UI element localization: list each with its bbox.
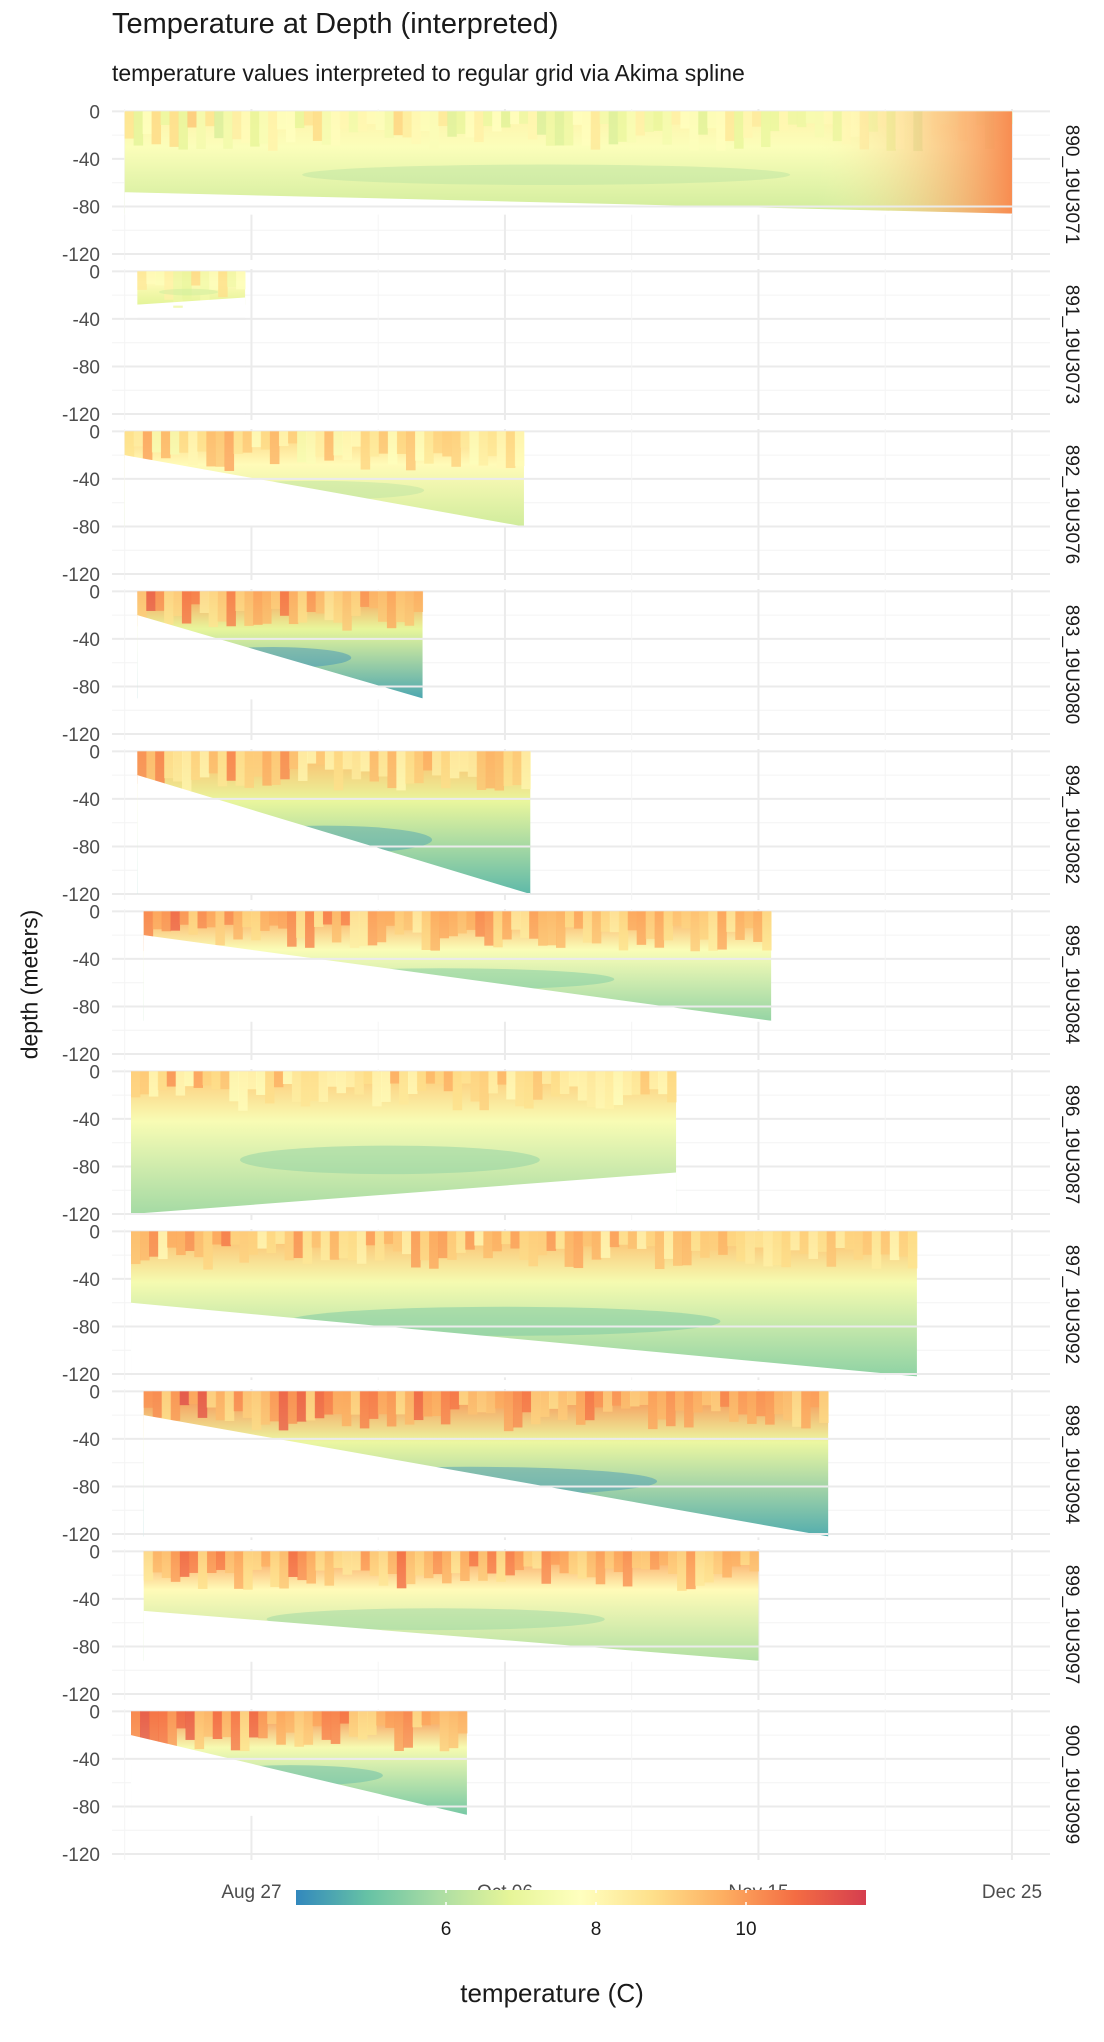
y-tick-label: -80 [73,1637,100,1658]
y-tick-label: -120 [62,885,100,906]
y-axis-label: depth (meters) [16,909,43,1060]
colorbar [296,1890,866,1905]
y-tick-label: -120 [62,1205,100,1226]
y-tick-label: -80 [73,1317,100,1338]
y-tick-label: 0 [89,902,100,923]
y-tick-label: 0 [89,1382,100,1403]
facet-strip-label: 893_19U3080 [1061,605,1082,724]
y-tick-label: 0 [89,1542,100,1563]
y-tick-label: -120 [62,405,100,426]
y-tick-label: -80 [73,837,100,858]
y-tick-label: -80 [73,517,100,538]
y-tick-label: -80 [73,1797,100,1818]
y-tick-label: -40 [73,790,100,811]
y-tick-label: -120 [62,245,100,266]
legend-tick-label: 8 [591,1919,602,1940]
legend-tick-label: 6 [441,1919,452,1940]
y-tick-label: 0 [89,1062,100,1083]
y-tick-label: -120 [62,1845,100,1866]
facet-strip-label: 890_19U3071 [1061,125,1082,244]
panel-897_19U3092: 0 -40 -80 -120 897_19U3092 [62,1222,1082,1386]
panel-896_19U3087: 0 -40 -80 -120 896_19U3087 [62,1062,1082,1226]
facet-strip-label: 892_19U3076 [1061,445,1082,564]
facet-strip-label: 895_19U3084 [1061,925,1082,1045]
y-tick-label: -40 [73,150,100,171]
y-tick-label: -80 [73,197,100,218]
y-tick-label: -40 [73,1110,100,1131]
y-tick-label: -80 [73,1157,100,1178]
legend-tick-label: 10 [735,1919,756,1940]
panel-900_19U3099: 0 -40 -80 -120 900_19U3099 [62,1702,1082,1866]
y-tick-label: -80 [73,997,100,1018]
panel-893_19U3080: 0 -40 -80 -120 893_19U3080 [62,582,1082,746]
y-tick-label: -120 [62,565,100,586]
y-tick-label: -80 [73,357,100,378]
y-tick-label: 0 [89,1702,100,1723]
legend-title: temperature (C) [460,1978,644,2008]
chart-title: Temperature at Depth (interpreted) [112,8,559,40]
y-tick-label: 0 [89,262,100,283]
y-tick-label: 0 [89,102,100,123]
y-tick-label: 0 [89,422,100,443]
panel-890_19U3071: 0 -40 -80 -120 890_19U3071 [62,102,1082,266]
facet-strip-label: 891_19U3073 [1061,285,1082,404]
y-tick-label: -40 [73,630,100,651]
y-tick-label: -40 [73,470,100,491]
y-tick-label: -120 [62,1685,100,1706]
y-tick-label: -120 [62,1045,100,1066]
facet-strip-label: 900_19U3099 [1061,1725,1082,1844]
y-tick-label: -40 [73,310,100,331]
y-tick-label: -40 [73,1750,100,1771]
y-tick-label: -120 [62,1365,100,1386]
panel-891_19U3073: 0 -40 -80 -120 891_19U3073 [62,262,1082,426]
y-tick-label: -80 [73,677,100,698]
y-tick-label: -40 [73,1430,100,1451]
panel-892_19U3076: 0 -40 -80 -120 892_19U3076 [62,422,1082,586]
y-tick-label: -40 [73,1270,100,1291]
facet-strip-label: 897_19U3092 [1061,1245,1082,1364]
y-tick-label: 0 [89,1222,100,1243]
panel-898_19U3094: 0 -40 -80 -120 898_19U3094 [62,1382,1082,1546]
facet-strip-label: 899_19U3097 [1061,1565,1082,1684]
y-tick-label: -120 [62,1525,100,1546]
y-tick-label: -40 [73,1590,100,1611]
facet-strip-label: 898_19U3094 [1061,1405,1082,1525]
y-tick-label: -120 [62,725,100,746]
y-tick-label: 0 [89,582,100,603]
chart-subtitle: temperature values interpreted to regula… [112,60,745,86]
panel-895_19U3084: 0 -40 -80 -120 895_19U3084 [62,902,1082,1066]
facet-strip-label: 894_19U3082 [1061,765,1082,884]
y-tick-label: -40 [73,950,100,971]
facet-strip-label: 896_19U3087 [1061,1085,1082,1204]
panel-894_19U3082: 0 -40 -80 -120 894_19U3082 [62,742,1082,906]
x-tick-label: Dec 25 [982,1882,1042,1903]
panel-899_19U3097: 0 -40 -80 -120 899_19U3097 [62,1542,1082,1706]
y-tick-label: 0 [89,742,100,763]
y-tick-label: -80 [73,1477,100,1498]
x-tick-label: Aug 27 [221,1882,281,1903]
